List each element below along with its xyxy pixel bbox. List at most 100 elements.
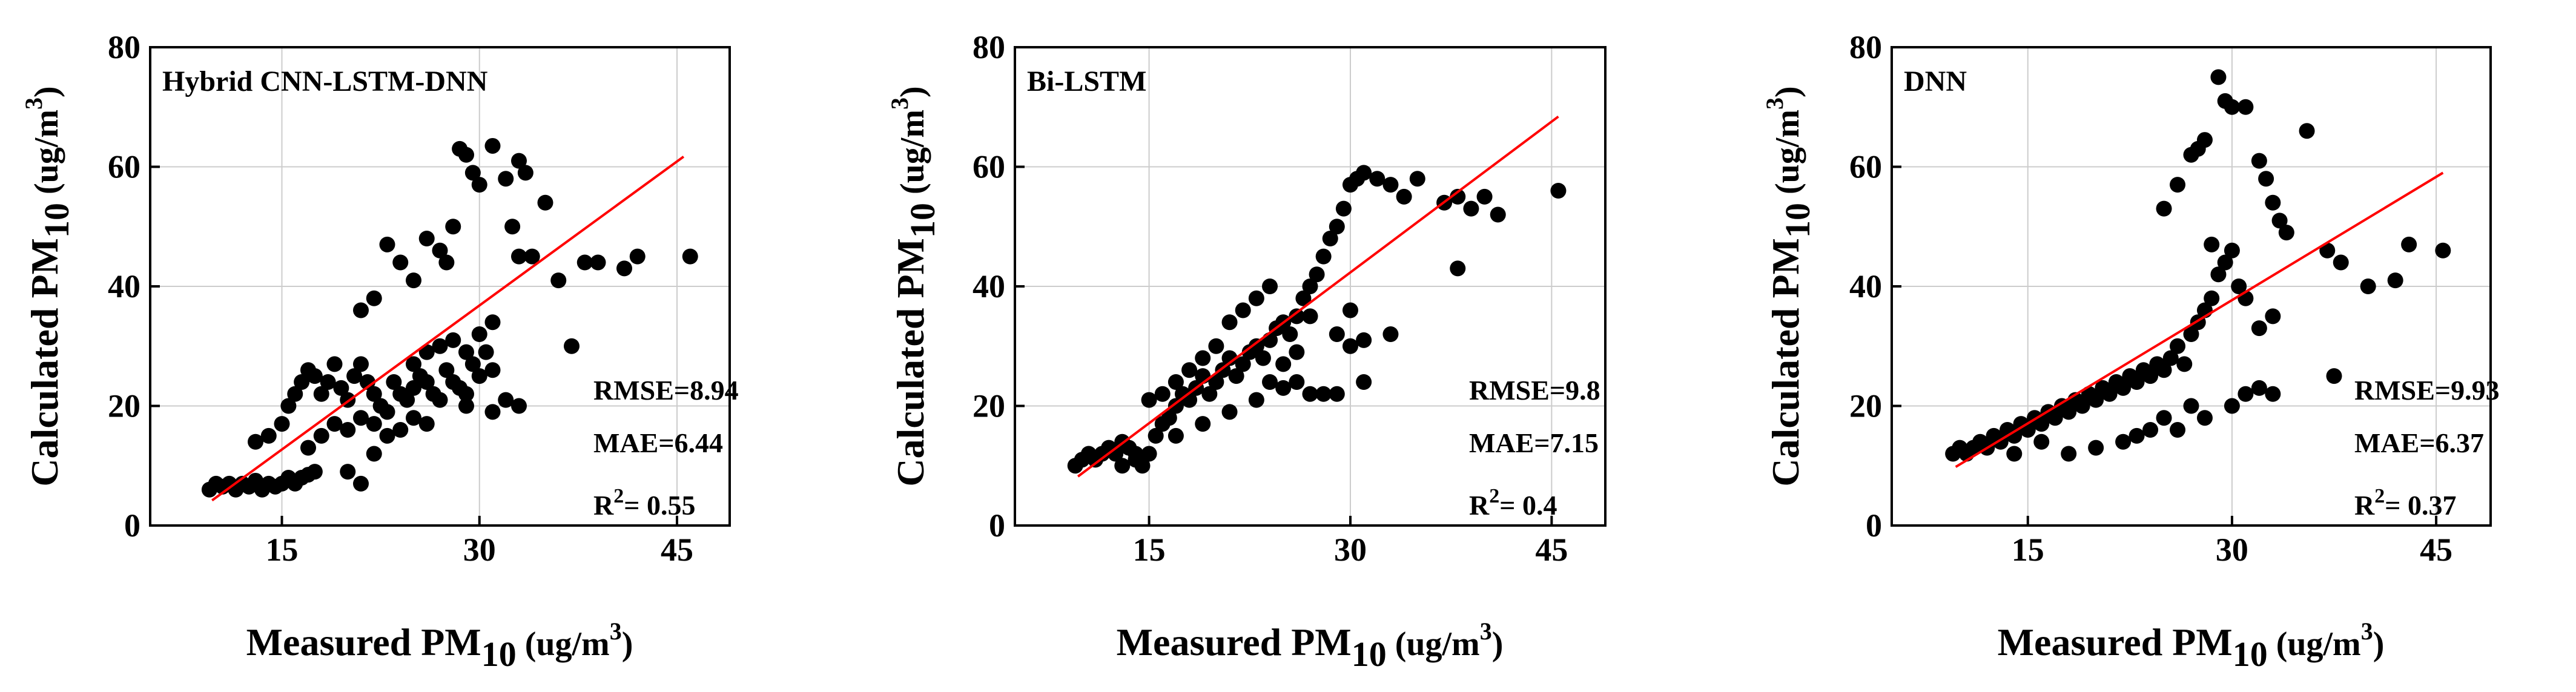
data-point xyxy=(418,374,435,390)
data-point xyxy=(2061,404,2077,420)
data-point xyxy=(418,416,435,432)
y-axis-label-unit: (ug/m xyxy=(1769,110,1806,203)
r2-label: R2= 0.37 xyxy=(2354,485,2456,521)
x-tick-label: 30 xyxy=(1334,532,1367,568)
rmse-label: RMSE=8.94 xyxy=(593,375,739,406)
data-point xyxy=(471,177,487,193)
data-point xyxy=(406,272,421,289)
data-point xyxy=(1369,171,1385,187)
data-point xyxy=(2088,392,2104,408)
x-axis-label-close: ) xyxy=(1492,625,1504,663)
data-point xyxy=(1282,326,1298,342)
data-point xyxy=(1201,386,1218,402)
data-point xyxy=(1275,380,1292,396)
data-point xyxy=(248,433,263,450)
data-point xyxy=(418,231,435,246)
data-point xyxy=(1195,416,1211,432)
data-point xyxy=(1289,374,1305,390)
data-point xyxy=(2333,254,2349,271)
data-point xyxy=(300,440,316,456)
data-point xyxy=(2251,380,2267,396)
data-point xyxy=(1275,356,1292,372)
data-point xyxy=(2196,132,2213,148)
data-point xyxy=(682,248,698,265)
data-point xyxy=(438,254,455,271)
data-point xyxy=(511,398,527,414)
data-point xyxy=(2265,308,2281,325)
r2-label: R2= 0.4 xyxy=(1469,485,1557,521)
data-point xyxy=(1342,302,1358,318)
y-tick-label: 80 xyxy=(108,29,140,65)
r2-superscript: 2 xyxy=(1489,485,1499,507)
data-point xyxy=(392,254,409,271)
fit-line xyxy=(1955,171,2444,468)
fit-line xyxy=(1077,115,1559,478)
rmse-label: RMSE=9.8 xyxy=(1469,375,1600,406)
y-tick-label: 40 xyxy=(973,268,1005,305)
data-point xyxy=(629,248,646,265)
mae-label: MAE=6.37 xyxy=(2354,427,2484,458)
y-axis-label-close: ) xyxy=(28,86,65,97)
x-axis-label-unit: (ug/m xyxy=(2268,625,2361,663)
data-point xyxy=(2231,278,2247,294)
y-axis-label-main: Calculated PM xyxy=(23,238,66,487)
y-tick-label: 60 xyxy=(973,149,1005,185)
x-axis-label-unit: (ug/m xyxy=(1387,625,1480,663)
data-point xyxy=(2006,446,2023,462)
x-axis-label-main: Measured PM xyxy=(1117,621,1352,664)
data-point xyxy=(2142,368,2159,384)
data-point xyxy=(1335,200,1352,217)
data-point xyxy=(2115,433,2132,450)
data-point xyxy=(1228,368,1244,384)
data-point xyxy=(366,290,382,306)
data-point xyxy=(2204,290,2220,306)
x-tick-label: 15 xyxy=(266,532,299,568)
y-axis-label-close: ) xyxy=(894,86,931,97)
data-point xyxy=(333,380,349,396)
chart-panel-3: 15 30 45 0 20 40 60 80 DNN RMSE=9.93 MAE=6.37 R2= 0… xyxy=(1761,29,2500,674)
data-point xyxy=(2033,433,2050,450)
data-point xyxy=(294,374,310,390)
data-point xyxy=(366,416,382,432)
data-point xyxy=(511,153,527,169)
data-point xyxy=(306,464,323,480)
data-point xyxy=(484,404,501,420)
y-tick-label: 0 xyxy=(989,507,1005,544)
data-point xyxy=(1154,386,1171,402)
rmse-label: RMSE=9.93 xyxy=(2354,375,2500,406)
data-point xyxy=(2074,398,2090,414)
y-axis-label-superscript: 3 xyxy=(20,97,47,110)
data-point xyxy=(1248,392,1264,408)
data-point xyxy=(478,344,494,360)
data-point xyxy=(1356,374,1372,390)
data-point xyxy=(326,356,343,372)
x-axis-label-close: ) xyxy=(622,625,633,663)
data-point xyxy=(1322,231,1338,246)
r2-base: R xyxy=(593,490,614,521)
y-axis-label-close: ) xyxy=(1769,86,1806,97)
data-point xyxy=(458,344,474,360)
data-point xyxy=(458,386,474,402)
data-point xyxy=(484,314,501,331)
data-point xyxy=(1148,427,1164,444)
data-point xyxy=(1302,386,1318,402)
data-point xyxy=(392,422,409,438)
x-tick-label: 45 xyxy=(1535,532,1568,568)
data-point xyxy=(2047,410,2063,426)
data-point xyxy=(1309,266,1325,283)
x-axis-label-close: ) xyxy=(2373,625,2385,663)
x-axis-label-main: Measured PM xyxy=(246,621,481,664)
chart-title: Bi-LSTM xyxy=(1027,65,1146,97)
data-point xyxy=(2326,368,2342,384)
data-point xyxy=(280,398,297,414)
data-point xyxy=(1208,338,1224,354)
data-point xyxy=(484,362,501,378)
y-tick-label: 60 xyxy=(1849,149,1882,185)
y-axis-label-subscript: 10 xyxy=(1778,203,1817,238)
y-axis-label-unit: (ug/m xyxy=(28,110,65,203)
data-point xyxy=(2115,380,2132,396)
x-tick-label: 45 xyxy=(661,532,693,568)
mae-label: MAE=7.15 xyxy=(1469,427,1599,458)
data-point xyxy=(399,392,415,408)
y-tick-label: 80 xyxy=(1849,29,1882,65)
